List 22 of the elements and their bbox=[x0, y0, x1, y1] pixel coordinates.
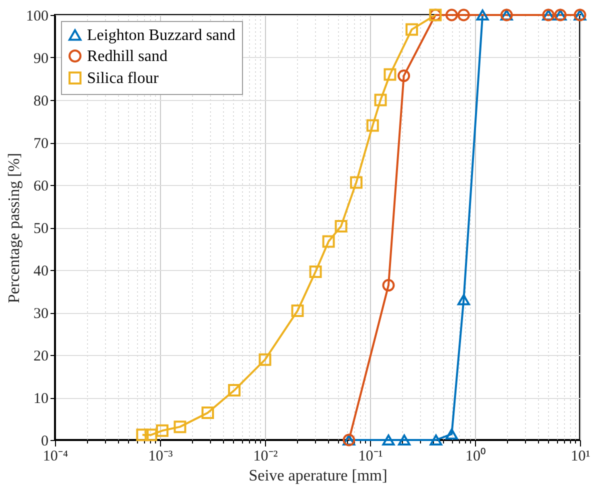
x-tick-label: 10⁻³ bbox=[148, 448, 174, 464]
y-tick-label: 30 bbox=[34, 306, 48, 322]
y-tick-label: 20 bbox=[34, 348, 48, 364]
y-tick-label: 90 bbox=[34, 51, 48, 67]
legend-label: Silica flour bbox=[87, 70, 160, 87]
legend-label: Redhill sand bbox=[87, 48, 168, 65]
x-tick-label: 10⁻² bbox=[253, 448, 278, 464]
y-tick-label: 40 bbox=[34, 264, 48, 280]
y-tick-label: 100 bbox=[26, 8, 48, 24]
y-tick-label: 0 bbox=[41, 434, 48, 450]
y-tick-label: 10 bbox=[34, 391, 48, 407]
y-axis-title: Percentage passing [%] bbox=[6, 152, 23, 304]
y-tick-label: 80 bbox=[34, 94, 48, 110]
x-tick-label: 10⁻⁴ bbox=[42, 448, 68, 464]
legend-label: Leighton Buzzard sand bbox=[87, 27, 236, 44]
x-tick-label: 10¹ bbox=[570, 448, 590, 464]
x-axis-title: Seive aperature [mm] bbox=[248, 468, 388, 484]
y-tick-label: 50 bbox=[34, 221, 48, 237]
y-tick-label: 60 bbox=[34, 178, 48, 194]
x-tick-label: 10⁻¹ bbox=[358, 448, 383, 464]
y-tick-label: 70 bbox=[34, 136, 48, 152]
x-tick-label: 10⁰ bbox=[466, 448, 486, 464]
